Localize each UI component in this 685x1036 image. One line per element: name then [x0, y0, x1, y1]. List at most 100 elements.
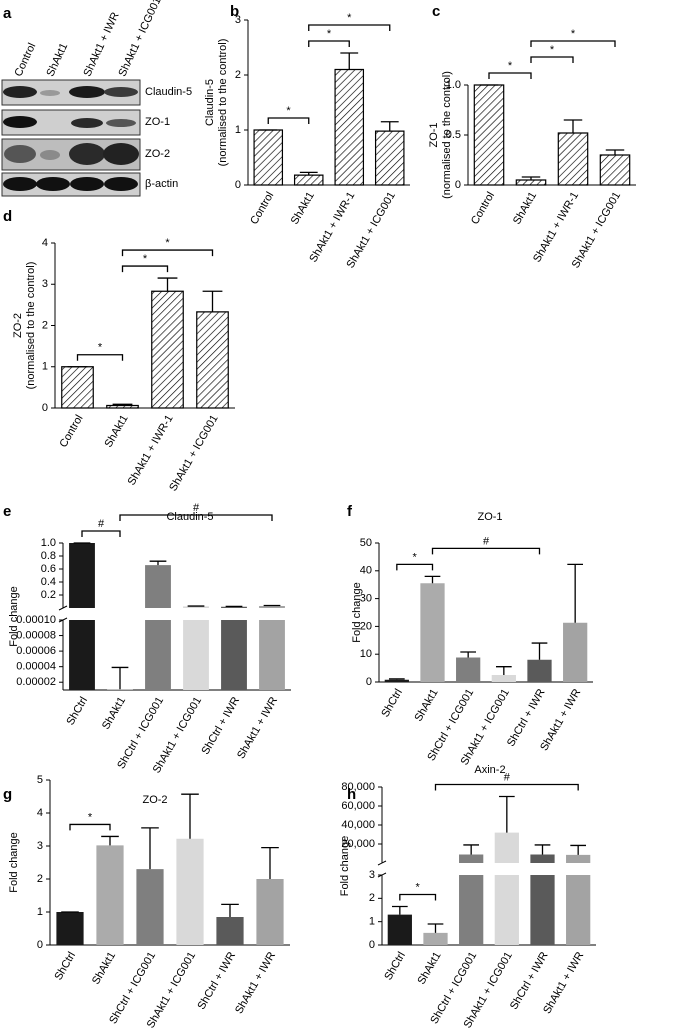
- band: [104, 87, 138, 97]
- y-tick-label: 1: [235, 124, 241, 136]
- lane-label: ShAkt1: [44, 41, 70, 78]
- band: [103, 143, 139, 165]
- significance-label: *: [327, 28, 332, 40]
- y-tick-label: 50: [360, 537, 372, 549]
- significance-label: *: [98, 342, 103, 354]
- x-tick-label: ShCtrl + IWR: [505, 687, 548, 749]
- significance-label: *: [347, 12, 352, 24]
- significance-label: *: [571, 28, 576, 40]
- significance-label: *: [508, 60, 513, 72]
- bar: [527, 659, 552, 682]
- chart-title: ZO-1: [477, 511, 502, 523]
- chart-panel: f ZO-1 Fold change 0 10 20 30 40 50 ShCtrl ShAkt1 S…: [347, 503, 593, 767]
- bar: [151, 290, 184, 409]
- bar: [216, 916, 244, 945]
- y-tick-label: 1: [37, 906, 43, 918]
- y-tick-label: 0.00006: [16, 645, 56, 657]
- chart-title: ZO-2: [142, 794, 167, 806]
- band: [69, 143, 105, 165]
- error-bar: [424, 575, 441, 584]
- chart-title: Claudin-5: [166, 511, 213, 523]
- bar: [106, 404, 139, 409]
- y-tick-label: 3: [235, 14, 241, 26]
- significance-bracket: [69, 823, 111, 831]
- band: [3, 177, 37, 191]
- error-bar: [221, 903, 239, 917]
- panel-letter: a: [3, 5, 12, 22]
- error-bar: [521, 176, 541, 180]
- significance-bracket: [81, 530, 121, 537]
- axis-break: [58, 605, 68, 611]
- error-bar: [299, 171, 318, 176]
- y-tick-label: 0: [235, 179, 241, 191]
- bar: [557, 132, 589, 186]
- y-tick-label: 3: [42, 278, 48, 290]
- y-tick-label: 1.0: [41, 537, 56, 549]
- y-tick-label: 1: [369, 916, 375, 928]
- significance-label: *: [143, 253, 148, 265]
- y-tick-label: 40: [360, 565, 372, 577]
- significance-label: *: [286, 105, 291, 117]
- error-bar: [498, 795, 515, 833]
- lane-label: ShAkt1 + IWR: [81, 10, 121, 78]
- lane-label: ShAkt1 + ICG001: [116, 0, 163, 78]
- y-tick-label: 2: [37, 873, 43, 885]
- bar: [563, 622, 588, 682]
- bar: [384, 679, 409, 682]
- y-axis-label: (normalised to the control): [217, 39, 229, 167]
- y-tick-label: 2: [42, 319, 48, 331]
- bar: [599, 154, 631, 186]
- bar: [566, 854, 591, 945]
- chart-panel: g ZO-2 Fold change 0 1 2 3 4 5 ShCtrl ShAkt1 ShCtrl…: [3, 774, 290, 1030]
- y-axis-label: Claudin-5: [204, 79, 216, 126]
- error-bar: [101, 835, 119, 846]
- band: [4, 145, 36, 163]
- bar: [494, 832, 519, 945]
- bar: [473, 84, 505, 186]
- band: [70, 177, 104, 191]
- y-axis-label: ZO-2: [12, 313, 24, 338]
- y-axis-label: Fold change: [8, 586, 20, 647]
- y-tick-label: 0: [42, 402, 48, 414]
- error-bar: [563, 119, 583, 133]
- panel-letter: d: [3, 208, 12, 225]
- y-tick-label: 0.2: [41, 589, 56, 601]
- significance-label: *: [88, 811, 93, 823]
- bar: [183, 606, 209, 690]
- error-bar: [391, 905, 408, 915]
- y-axis-label: Fold change: [351, 582, 363, 643]
- y-tick-label: 0: [37, 939, 43, 951]
- y-tick-label: 0.00008: [16, 629, 56, 641]
- y-axis-label: Fold change: [8, 832, 20, 893]
- error-bar: [263, 604, 281, 607]
- panel-letter: e: [3, 503, 11, 520]
- error-bar: [495, 666, 512, 676]
- band: [3, 116, 37, 128]
- y-tick-label: 0.5: [446, 129, 461, 141]
- y-tick-label: 3: [37, 840, 43, 852]
- error-bar: [157, 277, 178, 292]
- y-tick-label: 0.00004: [16, 661, 56, 673]
- x-tick-label: ShCtrl + IWR: [199, 695, 242, 757]
- y-tick-label: 2: [235, 69, 241, 81]
- error-bar: [202, 290, 223, 312]
- x-tick-label: ShCtrl: [379, 687, 405, 719]
- band: [71, 118, 103, 128]
- y-tick-label: 5: [37, 774, 43, 786]
- bar: [253, 129, 284, 186]
- band: [69, 86, 105, 98]
- y-axis-label: Fold change: [339, 836, 351, 897]
- bar: [176, 838, 204, 945]
- y-tick-label: 0.00010: [16, 614, 56, 626]
- error-bar: [605, 149, 625, 155]
- error-bar: [567, 563, 584, 623]
- panel-letter: g: [3, 786, 12, 803]
- chart-panel: b Claudin-5 (normalised to the control) 0 1 2…: [204, 3, 410, 270]
- band: [106, 119, 136, 127]
- y-tick-label: 0: [366, 676, 372, 688]
- chart-panel: e Claudin-5 Fold change 0.00002 0.00004 0.000…: [3, 502, 291, 775]
- significance-bracket: [308, 24, 391, 31]
- blot-panel: a Control ShAkt1 ShAkt1 + IWR ShAkt1 + I…: [1, 0, 192, 197]
- band: [40, 150, 60, 160]
- x-tick-label: ShAkt1 + IWR: [233, 950, 278, 1016]
